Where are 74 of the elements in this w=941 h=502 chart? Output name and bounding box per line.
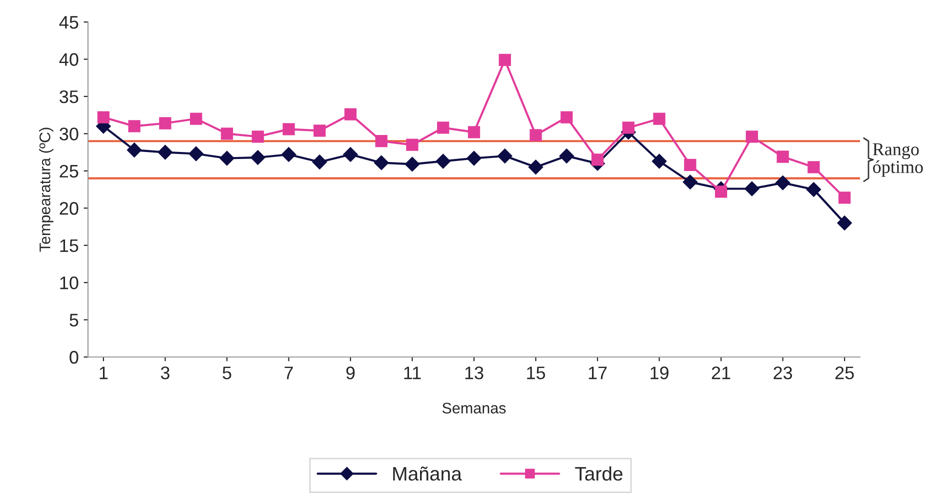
x-tick-label: 7: [284, 366, 293, 380]
point: [128, 120, 140, 132]
x-tick-label: 21: [712, 366, 730, 380]
y-tick-label: 35: [60, 90, 78, 104]
text: Rango óptimo: [872, 143, 923, 177]
y-tick-label: 15: [60, 239, 78, 252]
point: [622, 122, 634, 134]
point: [775, 175, 790, 190]
point: [374, 155, 389, 170]
point: [468, 126, 480, 138]
x-tick-label: 17: [588, 366, 607, 380]
point: [806, 182, 822, 197]
point: [159, 117, 172, 130]
point: [126, 142, 142, 158]
point: [314, 124, 326, 137]
point: [591, 154, 604, 166]
point: [375, 135, 388, 148]
point: [344, 108, 357, 120]
y-tick-label: 40: [59, 53, 78, 66]
y-tick-label: 30: [60, 128, 78, 140]
point: [684, 158, 696, 172]
x-tick-label: 25: [835, 366, 854, 380]
legend-label: Tarde: [575, 466, 622, 481]
point: [97, 111, 110, 124]
point: [653, 112, 666, 125]
x-tick-label: 11: [404, 366, 421, 380]
point: [838, 192, 851, 204]
point: [282, 123, 295, 136]
y-tick-label: 0: [70, 350, 78, 364]
point: [808, 161, 820, 174]
x-tick-label: 1: [100, 366, 108, 380]
point: [404, 156, 420, 172]
x-tick-label: 15: [527, 366, 546, 380]
x-tick-label: 19: [650, 366, 668, 380]
point: [559, 148, 574, 164]
point: [436, 154, 451, 169]
point: [252, 130, 264, 143]
y-tick-label: 5: [70, 314, 78, 326]
point: [190, 112, 202, 125]
point: [250, 150, 266, 165]
point: [498, 54, 511, 66]
point: [714, 186, 728, 198]
y-tick-label: 20: [60, 202, 78, 215]
point: [837, 216, 852, 230]
point: [343, 147, 358, 162]
point: [682, 174, 698, 190]
point: [312, 154, 327, 170]
x-tick-label: 3: [160, 366, 170, 380]
point: [652, 154, 667, 169]
y-tick-label: 45: [59, 16, 78, 29]
point: [406, 138, 418, 151]
point: [437, 122, 450, 134]
point: [530, 129, 542, 142]
point: [497, 148, 512, 164]
point: [158, 144, 173, 160]
x-tick-label: 5: [222, 366, 232, 380]
x-tick-label: 23: [774, 366, 792, 380]
y-axis-title: Tempearatura (ºC): [39, 128, 54, 252]
point: [528, 160, 544, 175]
point: [776, 150, 789, 163]
x-tick-label: 9: [346, 366, 355, 380]
y-tick-label: 10: [60, 276, 78, 290]
legend-label: Mañana: [393, 466, 462, 481]
x-axis-title: Semanas: [442, 402, 506, 414]
y-tick-label: 25: [60, 164, 78, 178]
point: [466, 150, 482, 166]
point: [560, 111, 573, 124]
point: [188, 146, 204, 162]
point: [281, 147, 296, 162]
x-tick-label: 13: [465, 366, 484, 380]
point: [744, 181, 760, 196]
point: [220, 150, 234, 166]
point: [220, 128, 234, 140]
point: [746, 130, 758, 143]
